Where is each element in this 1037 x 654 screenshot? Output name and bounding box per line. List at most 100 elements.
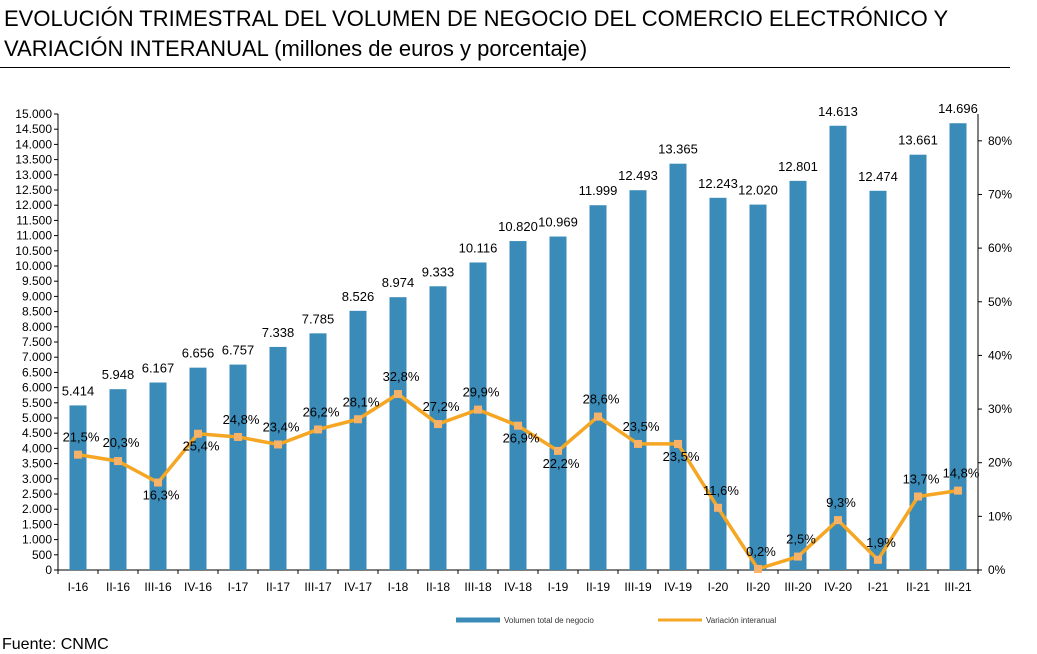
left-y-tick-label: 14.000 xyxy=(15,137,52,151)
line-value-label: 28,1% xyxy=(343,394,380,409)
x-tick-label: II-21 xyxy=(906,580,930,594)
bar-value-label: 6.656 xyxy=(182,346,215,361)
bar xyxy=(469,262,487,570)
bar xyxy=(549,236,567,570)
left-y-tick-label: 5.500 xyxy=(22,396,52,410)
bar xyxy=(389,297,407,570)
line-value-label: 26,9% xyxy=(503,431,540,446)
bar-value-label: 7.338 xyxy=(262,325,295,340)
left-y-tick-label: 15.000 xyxy=(15,107,52,121)
line-point xyxy=(794,552,802,561)
line-value-label: 2,5% xyxy=(786,532,816,547)
left-y-tick-label: 8.000 xyxy=(22,320,52,334)
line-point xyxy=(394,390,402,399)
x-tick-label: IV-16 xyxy=(184,580,212,594)
line-value-label: 21,5% xyxy=(63,430,100,445)
x-tick-label: I-18 xyxy=(388,580,409,594)
left-y-tick-label: 11.500 xyxy=(16,213,52,227)
line-point xyxy=(434,420,442,429)
left-y-tick-label: 9.000 xyxy=(22,289,52,303)
legend: Volumen total de negocio Variación intera… xyxy=(456,616,776,625)
bar-value-label: 5.948 xyxy=(102,367,135,382)
left-y-tick-label: 1.000 xyxy=(22,533,52,547)
x-tick-label: I-20 xyxy=(708,580,729,594)
line-value-label: 9,3% xyxy=(826,495,856,510)
bar-value-label: 11.999 xyxy=(579,183,618,198)
left-y-tick-label: 13.000 xyxy=(15,168,52,182)
bar-value-label: 14.613 xyxy=(818,104,858,119)
x-tick-label: II-16 xyxy=(106,580,130,594)
x-tick-label: II-18 xyxy=(426,580,450,594)
legend-label-bars: Volumen total de negocio xyxy=(504,616,594,625)
bar-value-label: 5.414 xyxy=(62,383,95,398)
x-tick-label: IV-20 xyxy=(824,580,852,594)
bar-value-label: 10.116 xyxy=(459,240,498,255)
right-y-tick-label: 60% xyxy=(988,241,1012,255)
line-value-label: 14,8% xyxy=(943,466,980,481)
line-value-label: 22,2% xyxy=(543,456,580,471)
bar-value-label: 13.661 xyxy=(898,133,938,148)
bar xyxy=(229,364,247,570)
line-value-label: 23,4% xyxy=(263,419,300,434)
line-point xyxy=(154,478,162,487)
bar xyxy=(149,382,167,570)
bar xyxy=(829,125,847,570)
left-y-tick-label: 10.000 xyxy=(15,259,52,273)
line-value-label: 26,2% xyxy=(303,404,340,419)
right-y-tick-label: 20% xyxy=(988,456,1012,470)
left-y-tick-label: 9.500 xyxy=(22,274,52,288)
bar-value-label: 14.696 xyxy=(938,101,978,116)
line-point xyxy=(74,450,82,459)
line-point xyxy=(514,421,522,430)
x-tick-label: II-17 xyxy=(266,580,290,594)
bar xyxy=(349,310,367,570)
bar xyxy=(309,333,327,570)
x-tick-label: I-19 xyxy=(548,580,569,594)
line-point xyxy=(874,555,882,564)
bar xyxy=(629,190,647,570)
bar-value-label: 12.243 xyxy=(698,176,738,191)
left-y-tick-label: 3.500 xyxy=(22,457,52,471)
line-point xyxy=(554,446,562,455)
x-tick-label: III-18 xyxy=(464,580,492,594)
line-value-label: 25,4% xyxy=(183,439,220,454)
line-point xyxy=(754,564,762,573)
line-value-label: 13,7% xyxy=(903,472,940,487)
line-point xyxy=(914,492,922,501)
x-tick-label: III-21 xyxy=(944,580,972,594)
line-value-label: 23,5% xyxy=(663,449,700,464)
line-value-label: 28,6% xyxy=(583,392,620,407)
bar xyxy=(429,286,447,570)
line-point xyxy=(634,439,642,448)
left-y-tick-label: 13.500 xyxy=(15,153,52,167)
left-y-tick-label: 0 xyxy=(45,563,52,577)
bar xyxy=(269,346,287,570)
x-axis-tick-labels: I-16 II-16 III-16 IV-16 I-17 II-17 III-17 IV-17… xyxy=(68,580,972,594)
x-tick-label: III-19 xyxy=(624,580,652,594)
bar xyxy=(949,123,967,570)
bar-value-label: 12.474 xyxy=(858,169,898,184)
chart-title: EVOLUCIÓN TRIMESTRAL DEL VOLUMEN DE NEGO… xyxy=(4,6,948,61)
line-point xyxy=(194,429,202,438)
right-y-tick-label: 30% xyxy=(988,402,1012,416)
combo-chart: 05001.0001.5002.0002.5003.0003.5004.0004… xyxy=(15,101,1012,625)
bar xyxy=(109,389,127,570)
line-point xyxy=(714,503,722,512)
line-value-label: 16,3% xyxy=(143,488,180,503)
bar-value-labels: 5.414 5.948 6.167 6.656 6.757 7.338 7.785 8.526… xyxy=(62,101,978,398)
line-point xyxy=(274,440,282,449)
left-y-tick-label: 2.500 xyxy=(22,487,52,501)
right-y-tick-label: 80% xyxy=(988,134,1012,148)
left-y-tick-label: 7.500 xyxy=(22,335,52,349)
bar-value-label: 8.974 xyxy=(382,275,415,290)
left-y-tick-label: 5.000 xyxy=(22,411,52,425)
title-divider xyxy=(0,67,1010,68)
left-y-tick-label: 14.500 xyxy=(15,122,52,136)
x-tick-label: I-21 xyxy=(868,580,889,594)
left-y-tick-label: 4.000 xyxy=(22,441,52,455)
line-value-label: 11,6% xyxy=(703,483,739,498)
line-point xyxy=(314,425,322,434)
x-tick-label: III-16 xyxy=(144,580,172,594)
line-value-labels: 21,5% 20,3% 16,3% 25,4%24,8%23,4%26,2%28,1%… xyxy=(63,369,980,559)
bar-value-label: 10.820 xyxy=(498,219,538,234)
